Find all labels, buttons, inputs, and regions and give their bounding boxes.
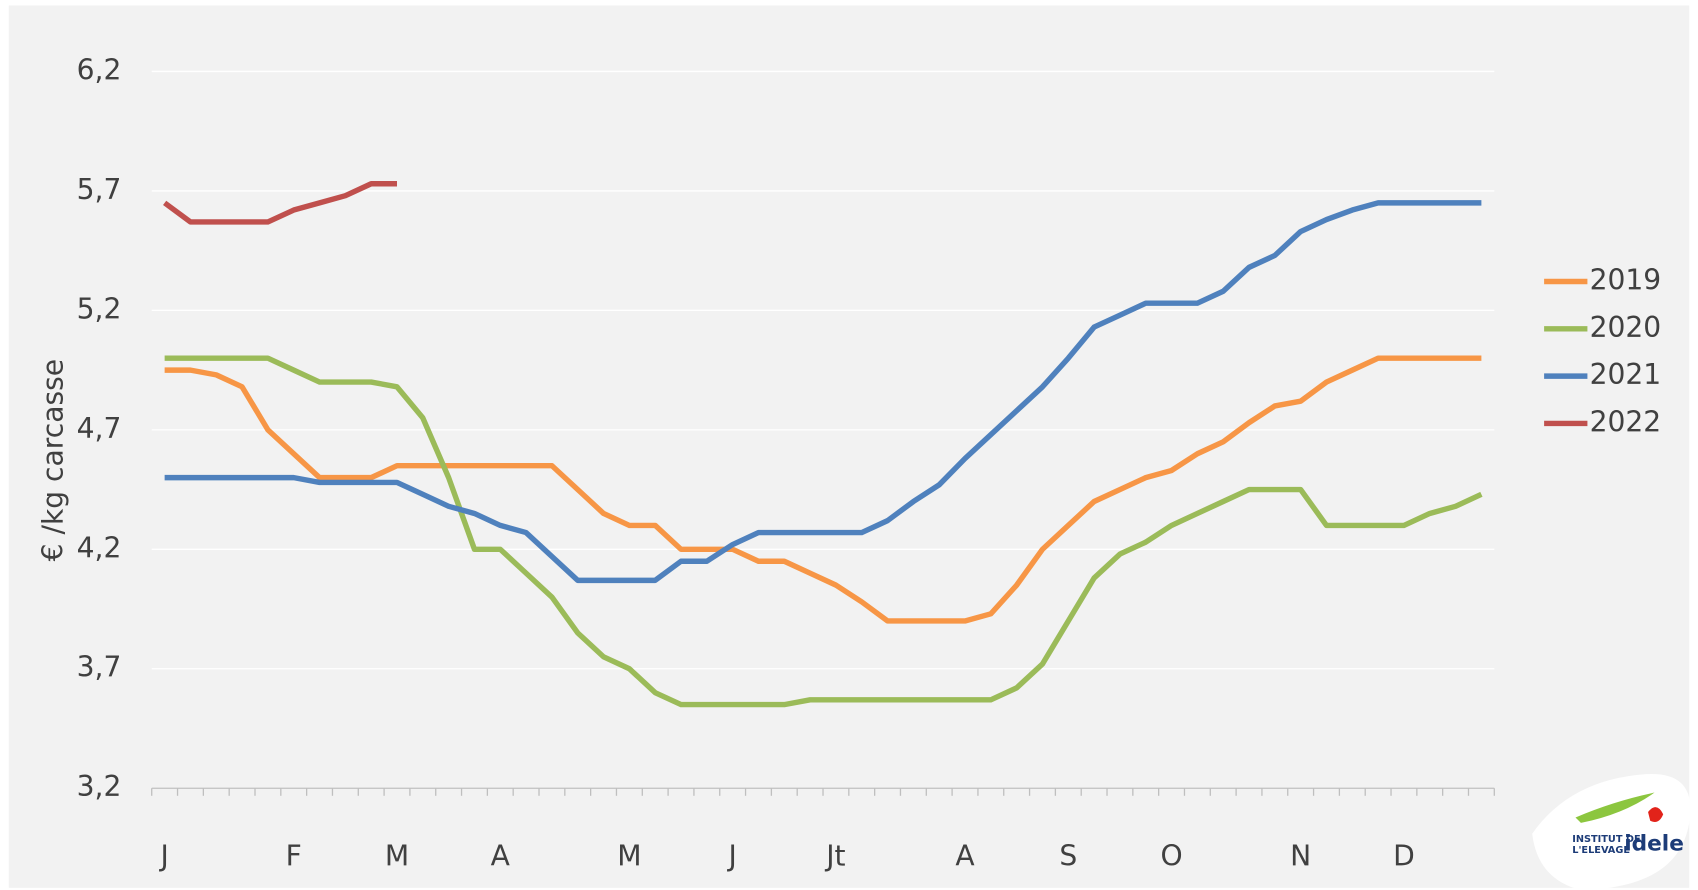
x-tick-label: A — [491, 840, 511, 873]
logo-text: L'ELEVAGE — [1572, 845, 1630, 856]
plot-panel — [8, 5, 1690, 888]
logo: INSTITUT DE L'ELEVAGE idele — [1532, 773, 1691, 890]
x-tick-label: O — [1160, 840, 1182, 873]
legend-label: 2021 — [1590, 358, 1662, 391]
y-tick-label: 3,2 — [77, 770, 122, 803]
y-tick-label: 3,7 — [77, 651, 122, 684]
y-tick-label: 4,7 — [77, 412, 122, 445]
y-tick-label: 4,2 — [77, 531, 122, 564]
x-tick-label: N — [1290, 840, 1311, 873]
x-tick-label: Jt — [824, 840, 845, 873]
x-tick-label: A — [955, 840, 975, 873]
series-line — [164, 355, 1483, 708]
series-line — [163, 181, 398, 225]
x-tick-label: M — [617, 840, 641, 873]
x-tick-label: S — [1059, 840, 1077, 873]
x-tick-label: J — [726, 840, 736, 873]
legend-label: 2022 — [1590, 405, 1662, 438]
series-line — [164, 200, 1482, 584]
y-tick-label: 5,2 — [77, 292, 122, 325]
legend-label: 2019 — [1590, 264, 1662, 297]
y-tick-label: 5,7 — [77, 173, 122, 206]
logo-text: INSTITUT DE — [1572, 834, 1640, 845]
x-tick-label: J — [158, 840, 168, 873]
logo-brand: idele — [1624, 832, 1684, 857]
logo-swoosh — [1575, 792, 1655, 823]
legend-label: 2020 — [1590, 311, 1662, 344]
logo-flag — [1648, 807, 1664, 822]
x-tick-label: D — [1393, 840, 1415, 873]
y-axis-label: € /kg carcasse — [36, 359, 69, 561]
series-line — [164, 355, 1482, 624]
x-tick-label: F — [286, 840, 302, 873]
logo-background — [1532, 773, 1691, 890]
y-tick-label: 6,2 — [77, 53, 122, 86]
x-tick-label: M — [385, 840, 409, 873]
